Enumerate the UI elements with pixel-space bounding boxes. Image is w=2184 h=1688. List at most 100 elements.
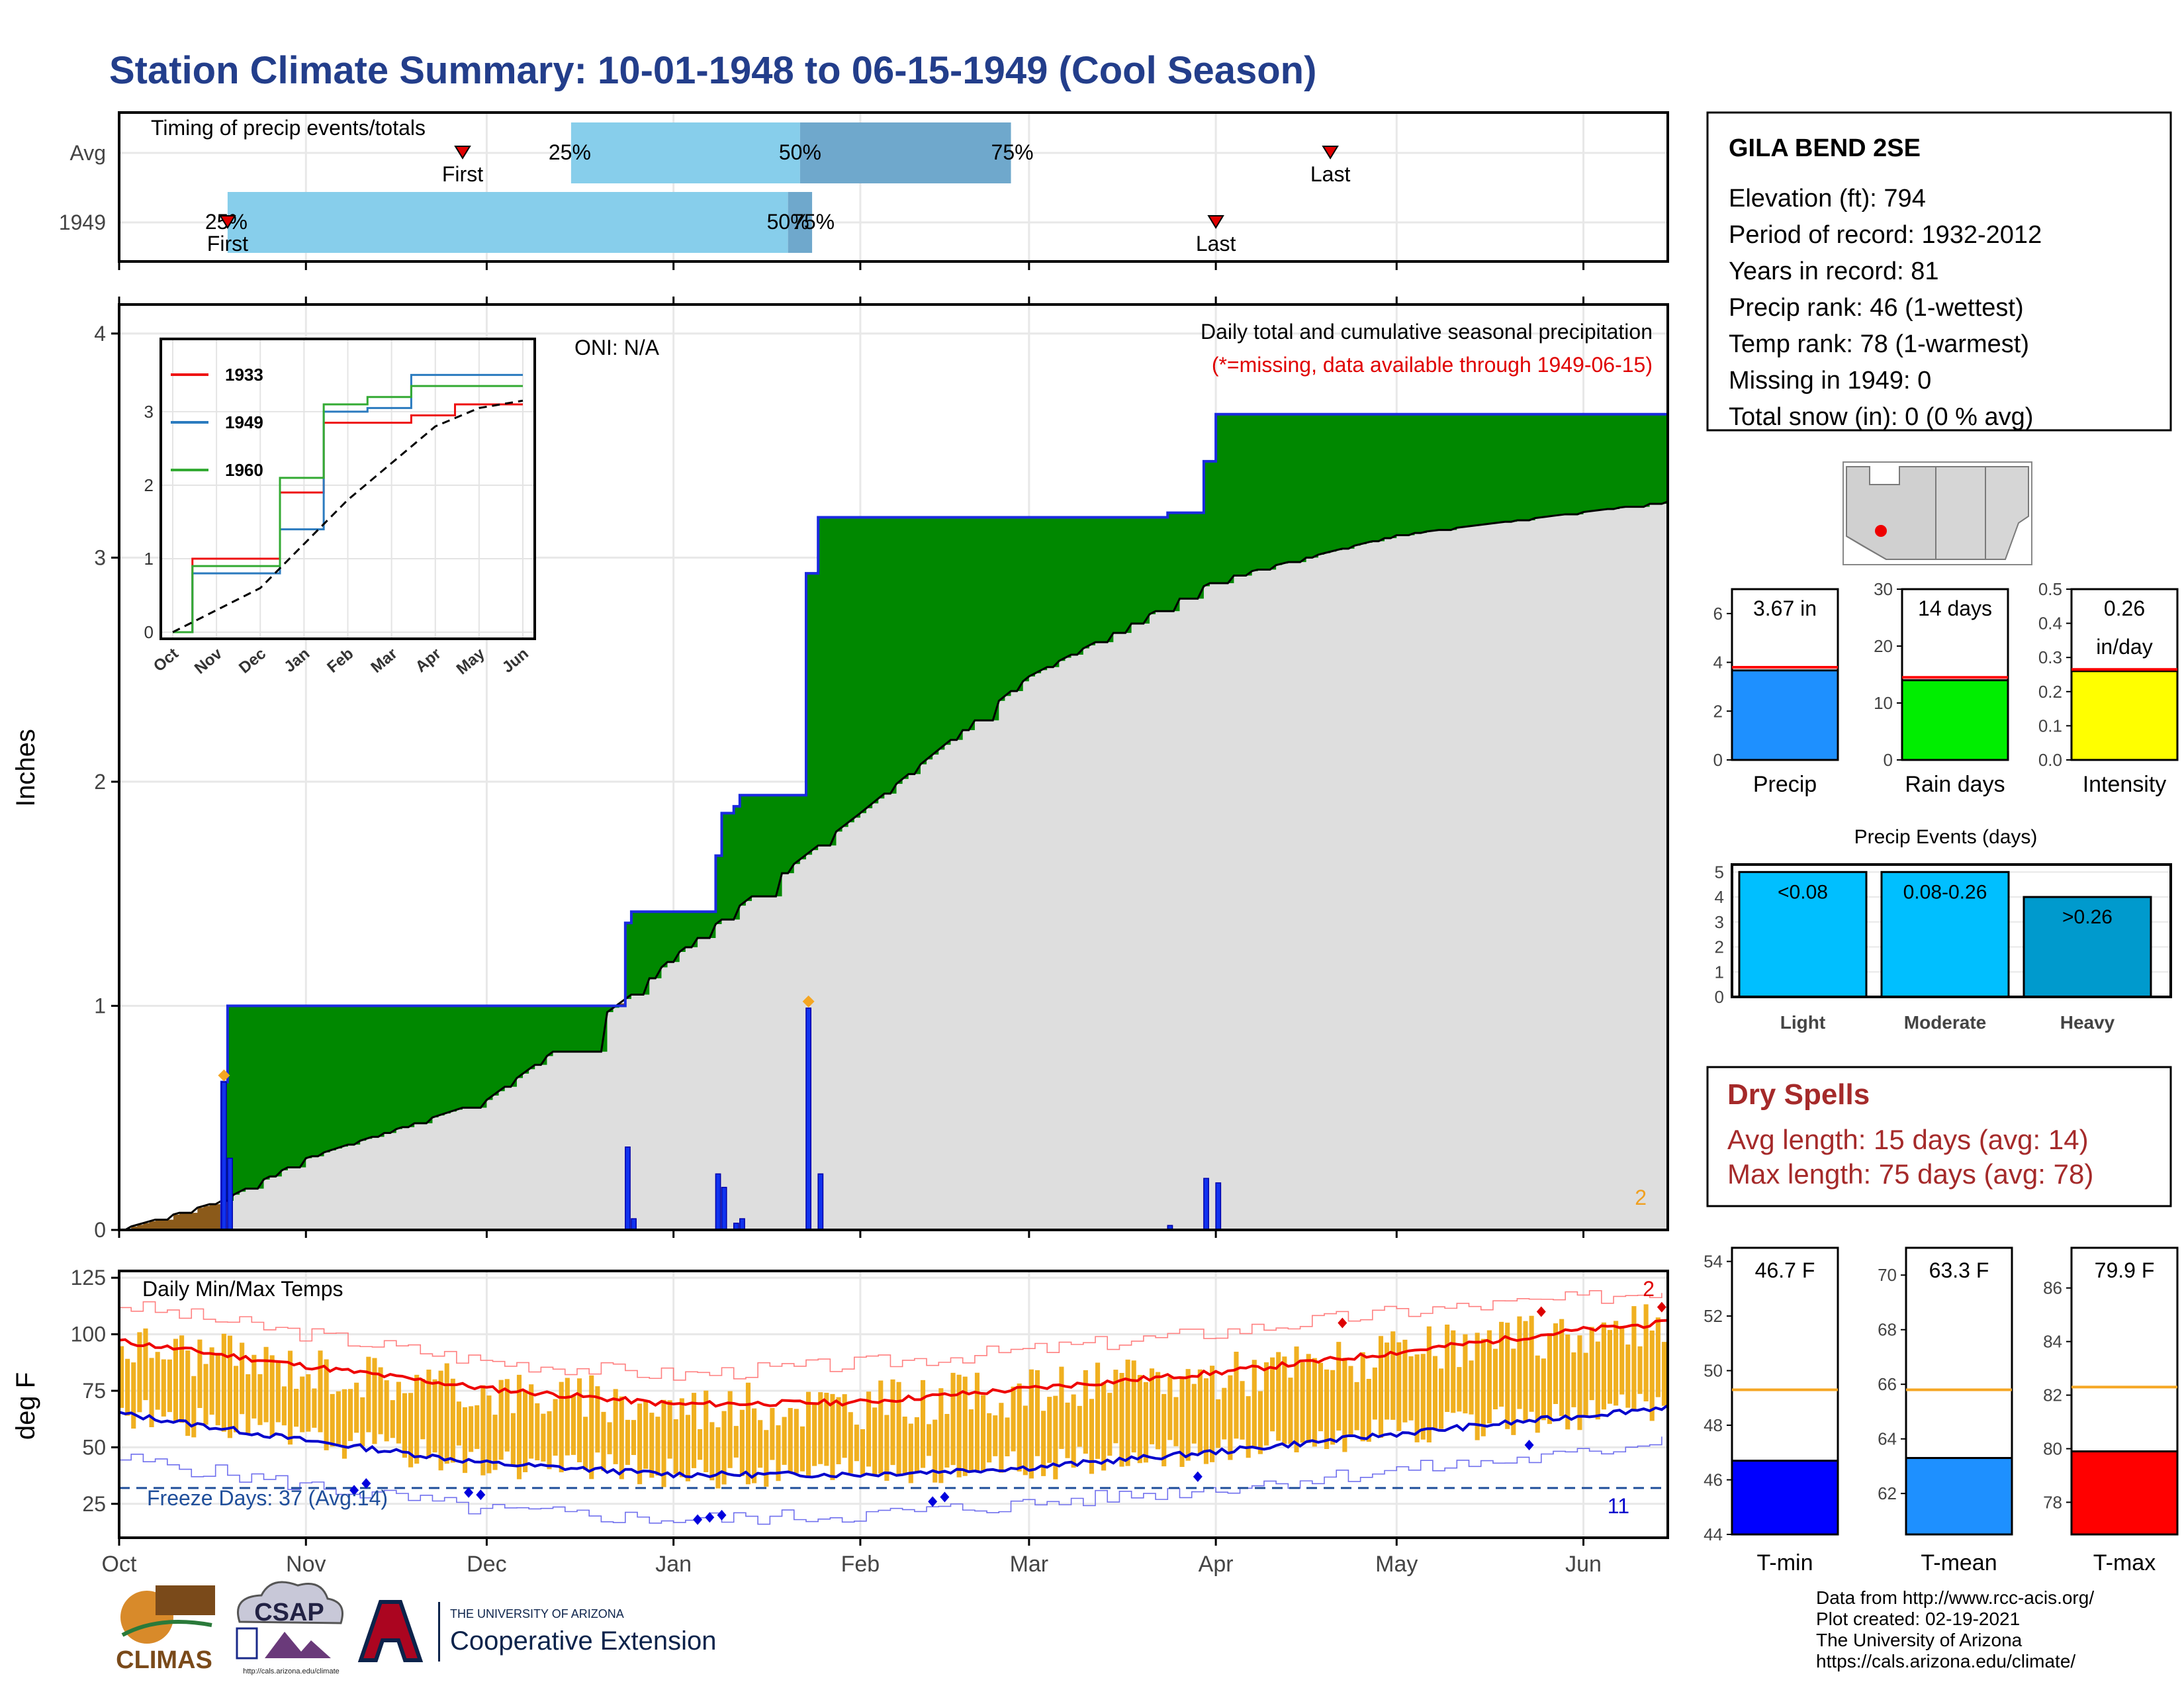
timing-bar-q50-q75-1 [788,192,813,253]
inset-line-1949 [173,373,523,633]
precip-events-title: Precip Events (days) [1854,826,2038,848]
timing-first-label-0: First [442,162,483,186]
temp-summary-tick-label-1-2: 66 [1878,1374,1897,1394]
precip-legend-note: (*=missing, data available through 1949-… [1212,353,1653,377]
temp-summary-tick-label-2-2: 82 [2043,1385,2062,1405]
temp-summary-bar-0 [1731,1460,1839,1536]
events-tick-label-1: 1 [1715,962,1724,982]
temp-daily-bars [119,1304,1666,1489]
surplus-area [221,414,1668,1201]
credit-line-1: Data from http://www.rcc-acis.org/ [1816,1587,2094,1608]
station-location-marker [1875,525,1887,537]
tmin-normal-line [118,1404,1669,1479]
map-texas [1985,466,2029,560]
temp-summary-label-2: T-max [2093,1550,2156,1575]
credit-line-3: The University of Arizona [1816,1630,2023,1650]
month-label-Jan: Jan [655,1552,692,1577]
summary-tick-label-2-2: 0.2 [2038,682,2062,702]
daily-precip-bar-5 [721,1186,727,1231]
cold-record-marker-3 [476,1489,486,1501]
inset-line-1933 [173,403,523,633]
month-label-Dec: Dec [467,1552,506,1577]
temp-y-tick-label-2: 75 [82,1379,106,1403]
month-label-Jun: Jun [1565,1552,1602,1577]
daily-precip-bars [218,995,1222,1231]
summary-tick-label-0-0: 0 [1713,750,1723,770]
events-range-Heavy: >0.26 [2062,906,2113,928]
max-precip-marker-1 [802,995,815,1008]
climas-logo-text: CLIMAS [116,1646,212,1674]
events-bar-Heavy [2023,896,2152,998]
cold-record-marker-2 [464,1487,474,1498]
summary-value-0: 3.67 in [1753,596,1817,620]
daily-precip-bar-11 [1203,1178,1209,1231]
summary-tick-label-0-2: 4 [1713,653,1723,673]
timing-q75-label-1: 75% [792,210,835,234]
temp-y-axis: 25 50 75 100 125 [71,1266,119,1516]
daily-precip-bar-7 [739,1218,745,1231]
precip-y-tick-label-2: 2 [94,770,106,794]
inset-y-tick-label-0: 0 [144,622,154,642]
daily-precip-bar-3 [631,1218,637,1231]
oni-label: ONI: N/A [574,336,660,359]
temp-summary-tick-label-2-0: 78 [2043,1492,2062,1512]
precip-panel: 0 1 2 3 4 Inches ONI: N/A Daily total and cu… [11,297,1669,1242]
temp-summary-value-2: 79.9 F [2095,1258,2155,1282]
temp-y-tick-label-1: 50 [82,1435,106,1459]
timing-first-marker-0 [454,146,471,160]
temp-panel-title: Daily Min/Max Temps [142,1277,343,1301]
precip-corner-count: 2 [1635,1186,1647,1209]
inset-grid [161,339,535,639]
map-border-line [1846,536,1913,560]
ua-logo-divider [438,1602,440,1662]
timing-q50-label-1: 50% [767,210,809,234]
timing-row-avg-label: Avg [69,141,106,165]
timing-q50-label-0: 50% [779,140,821,164]
month-label-Feb: Feb [841,1552,880,1577]
timing-panel: Timing of precip events/totals Avg 1949 … [59,111,1669,270]
daily-precip-bar-2 [625,1146,631,1231]
temp-summary-tick-label-2-3: 84 [2043,1332,2062,1352]
temp-panel-frame [118,1270,1669,1539]
timing-bar-q25-q50-0 [570,122,800,183]
climas-logo: CLIMAS [116,1585,215,1674]
cold-record-marker-7 [928,1496,938,1507]
timing-panel-frame [118,111,1669,263]
daily-precip-bar-4 [715,1173,721,1231]
ua-logo: THE UNIVERSITY OF ARIZONA Cooperative Ex… [357,1600,716,1662]
temp-summary-tick-label-2-1: 80 [2043,1439,2062,1459]
ua-logo-line1: THE UNIVERSITY OF ARIZONA [450,1607,624,1620]
precip-y-tick-label-1: 1 [94,994,106,1017]
credit-line-4: https://cals.arizona.edu/climate/ [1816,1651,2075,1671]
timing-row-1949-label: 1949 [59,211,106,234]
temp-summary-tick-label-1-3: 68 [1878,1320,1897,1340]
temp-summary-tick-label-2-4: 86 [2043,1278,2062,1298]
cold-record-marker-0 [349,1485,359,1496]
station-name: GILA BEND 2SE [1729,134,1921,162]
temp-summary-bar-2 [2070,1450,2179,1536]
timing-last-marker-1 [1207,215,1224,229]
temp-summary-bar-1 [1905,1457,2013,1536]
temp-y-tick-label-3: 100 [71,1323,106,1346]
temp-summary-value-1: 63.3 F [1929,1258,1989,1282]
precip-events-frame [1731,863,2172,998]
summary-tick-label-2-4: 0.4 [2038,614,2062,633]
temp-summary-tick-label-0-3: 50 [1704,1361,1723,1381]
cold-record-marker-8 [940,1491,950,1503]
summary-tick-label-0-1: 2 [1713,701,1723,721]
arizona-map [1843,461,2032,565]
station-info-line-1: Period of record: 1932-2012 [1729,221,2042,249]
summary-tick-label-0-3: 6 [1713,604,1723,624]
precip-y-tick-label-0: 0 [94,1218,106,1242]
events-tick-label-3: 3 [1715,912,1724,932]
timing-first-marker-1 [219,215,236,229]
dry-spells-frame [1706,1066,2172,1207]
dry-spells-box: Dry Spells Avg length: 15 days (avg: 14)… [1706,1066,2172,1207]
temp-cold-count: 11 [1608,1494,1629,1518]
station-info-line-3: Precip rank: 46 (1-wettest) [1729,294,2024,322]
events-label-Light: Light [1780,1012,1825,1033]
temp-daily-bars-path [119,1304,1666,1489]
summary-bar-charts: 3.67 in 0 2 4 6 Precip 14 days 0 10 20 30 Rain days… [1713,579,2179,797]
temp-summary-tick-label-0-5: 54 [1704,1252,1723,1272]
